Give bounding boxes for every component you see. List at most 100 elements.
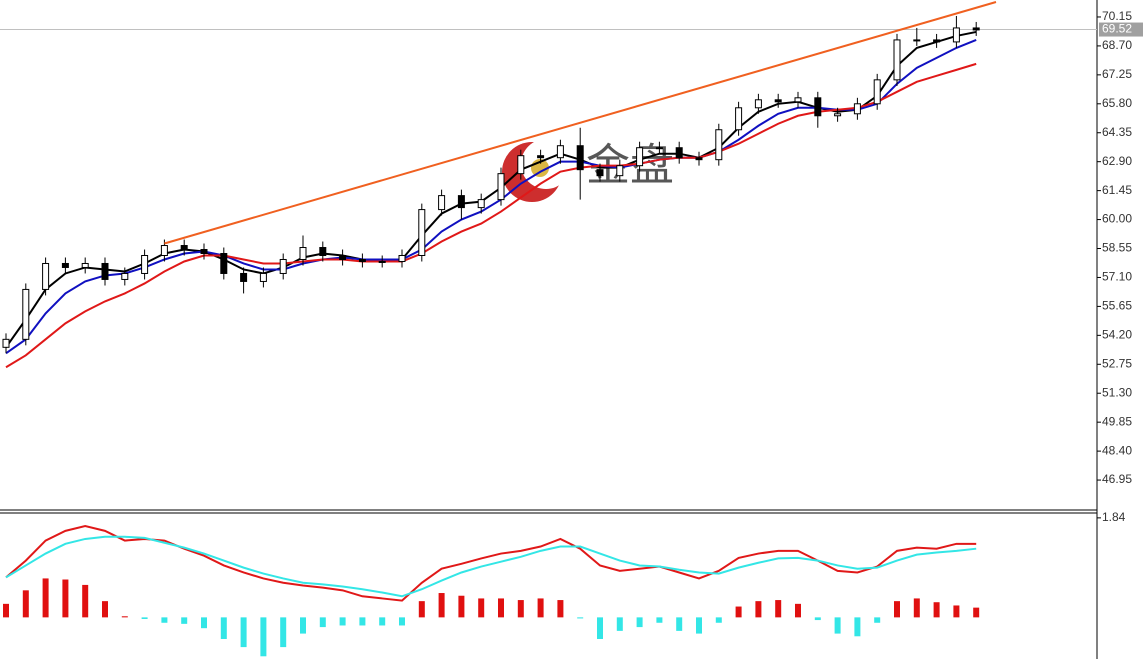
histogram-bar bbox=[696, 617, 702, 634]
candle-body bbox=[556, 145, 564, 159]
candle-body bbox=[715, 129, 723, 161]
histogram-bar bbox=[121, 616, 128, 618]
histogram-bar bbox=[418, 601, 425, 618]
y-tick-label: 60.00 bbox=[1102, 212, 1132, 226]
candle-body bbox=[952, 27, 960, 43]
candle-body bbox=[636, 147, 644, 167]
candle-body bbox=[101, 262, 109, 280]
candle-body bbox=[2, 338, 10, 348]
histogram-bar bbox=[676, 617, 683, 631]
histogram-bar bbox=[300, 617, 306, 634]
last-price-box bbox=[1099, 22, 1143, 37]
histogram-bar bbox=[517, 600, 524, 618]
trend-line bbox=[164, 1, 997, 245]
histogram-bar bbox=[834, 617, 841, 634]
histogram-bar bbox=[280, 617, 287, 648]
candle-body bbox=[537, 155, 545, 159]
histogram-bar bbox=[478, 598, 485, 618]
y-tick-label: 55.65 bbox=[1102, 299, 1132, 313]
candle-body bbox=[418, 209, 426, 256]
histogram-bar bbox=[973, 607, 980, 618]
y-tick-label: 61.45 bbox=[1102, 183, 1132, 197]
candle-body bbox=[834, 113, 842, 117]
histogram-bar bbox=[22, 590, 29, 618]
candle-body bbox=[873, 79, 881, 105]
y-tick-label: 46.95 bbox=[1102, 472, 1132, 486]
y-tick-label: 1.84 bbox=[1102, 510, 1126, 524]
histogram-bar bbox=[557, 600, 564, 618]
candle-body bbox=[853, 103, 861, 115]
candle-body bbox=[358, 258, 366, 262]
candle-body bbox=[398, 254, 406, 262]
candle-body bbox=[160, 245, 168, 256]
candle-body bbox=[616, 165, 624, 177]
candle-body bbox=[794, 97, 802, 103]
histogram-bar bbox=[814, 617, 821, 621]
candle-body bbox=[438, 195, 446, 211]
candle-body bbox=[735, 107, 743, 131]
histogram-bar bbox=[913, 598, 920, 618]
y-tick-label: 68.70 bbox=[1102, 38, 1132, 52]
y-tick-label: 54.20 bbox=[1102, 328, 1132, 342]
candle-body bbox=[81, 262, 89, 268]
histogram-bar bbox=[795, 603, 801, 618]
candle-body bbox=[814, 97, 822, 117]
histogram-bar bbox=[933, 602, 940, 618]
candle-body bbox=[42, 262, 50, 290]
candle-body bbox=[200, 249, 208, 255]
histogram-bar bbox=[775, 600, 782, 618]
histogram-bar bbox=[458, 595, 465, 618]
candle-body bbox=[774, 99, 782, 103]
candle-body bbox=[22, 288, 30, 340]
histogram-bar bbox=[359, 617, 366, 626]
histogram-bar bbox=[102, 601, 108, 618]
histogram-bar bbox=[379, 617, 386, 626]
candle-body bbox=[279, 258, 287, 274]
y-tick-label: 49.85 bbox=[1102, 414, 1132, 428]
histogram-bar bbox=[240, 617, 247, 648]
candle-body bbox=[121, 272, 129, 280]
candle-body bbox=[457, 195, 465, 209]
y-tick-label: 51.30 bbox=[1102, 385, 1132, 399]
candle-body bbox=[893, 39, 901, 81]
y-tick-label: 58.55 bbox=[1102, 241, 1132, 255]
histogram-bar bbox=[636, 617, 643, 628]
histogram-bar bbox=[656, 617, 663, 623]
candle-body bbox=[319, 247, 327, 256]
y-tick-label: 57.10 bbox=[1102, 270, 1132, 284]
histogram-bar bbox=[339, 617, 346, 626]
histogram-bar bbox=[3, 603, 9, 618]
histogram-bar bbox=[220, 617, 227, 639]
candle-body bbox=[61, 262, 69, 268]
histogram-bar bbox=[42, 578, 49, 618]
histogram-bar bbox=[181, 617, 188, 624]
candle-body bbox=[972, 27, 980, 31]
candle-body bbox=[675, 147, 683, 159]
candle-body bbox=[477, 199, 485, 209]
histogram-bar bbox=[260, 617, 267, 657]
histogram-bar bbox=[854, 617, 861, 637]
histogram-bar bbox=[141, 617, 148, 619]
candle-body bbox=[576, 145, 584, 171]
candle-body bbox=[754, 99, 762, 109]
macd-line bbox=[5, 535, 977, 598]
y-tick-label: 64.35 bbox=[1102, 125, 1132, 139]
histogram-bar bbox=[498, 598, 504, 618]
candle-body bbox=[655, 147, 663, 150]
histogram-bar bbox=[577, 617, 584, 619]
candle-body bbox=[497, 173, 505, 201]
y-tick-label: 52.75 bbox=[1102, 356, 1132, 370]
candle-body bbox=[913, 39, 921, 42]
candle-body bbox=[695, 157, 703, 161]
y-tick-label: 65.80 bbox=[1102, 96, 1132, 110]
y-tick-label: 70.15 bbox=[1102, 9, 1132, 23]
macd-line bbox=[5, 524, 977, 602]
histogram-bar bbox=[438, 593, 445, 618]
histogram-bar bbox=[715, 617, 722, 623]
candle-body bbox=[517, 155, 525, 175]
candle-body bbox=[596, 169, 604, 177]
histogram-bar bbox=[894, 601, 900, 618]
last-price-label: 69.52 bbox=[1102, 22, 1132, 36]
y-tick-label: 62.90 bbox=[1102, 154, 1132, 168]
